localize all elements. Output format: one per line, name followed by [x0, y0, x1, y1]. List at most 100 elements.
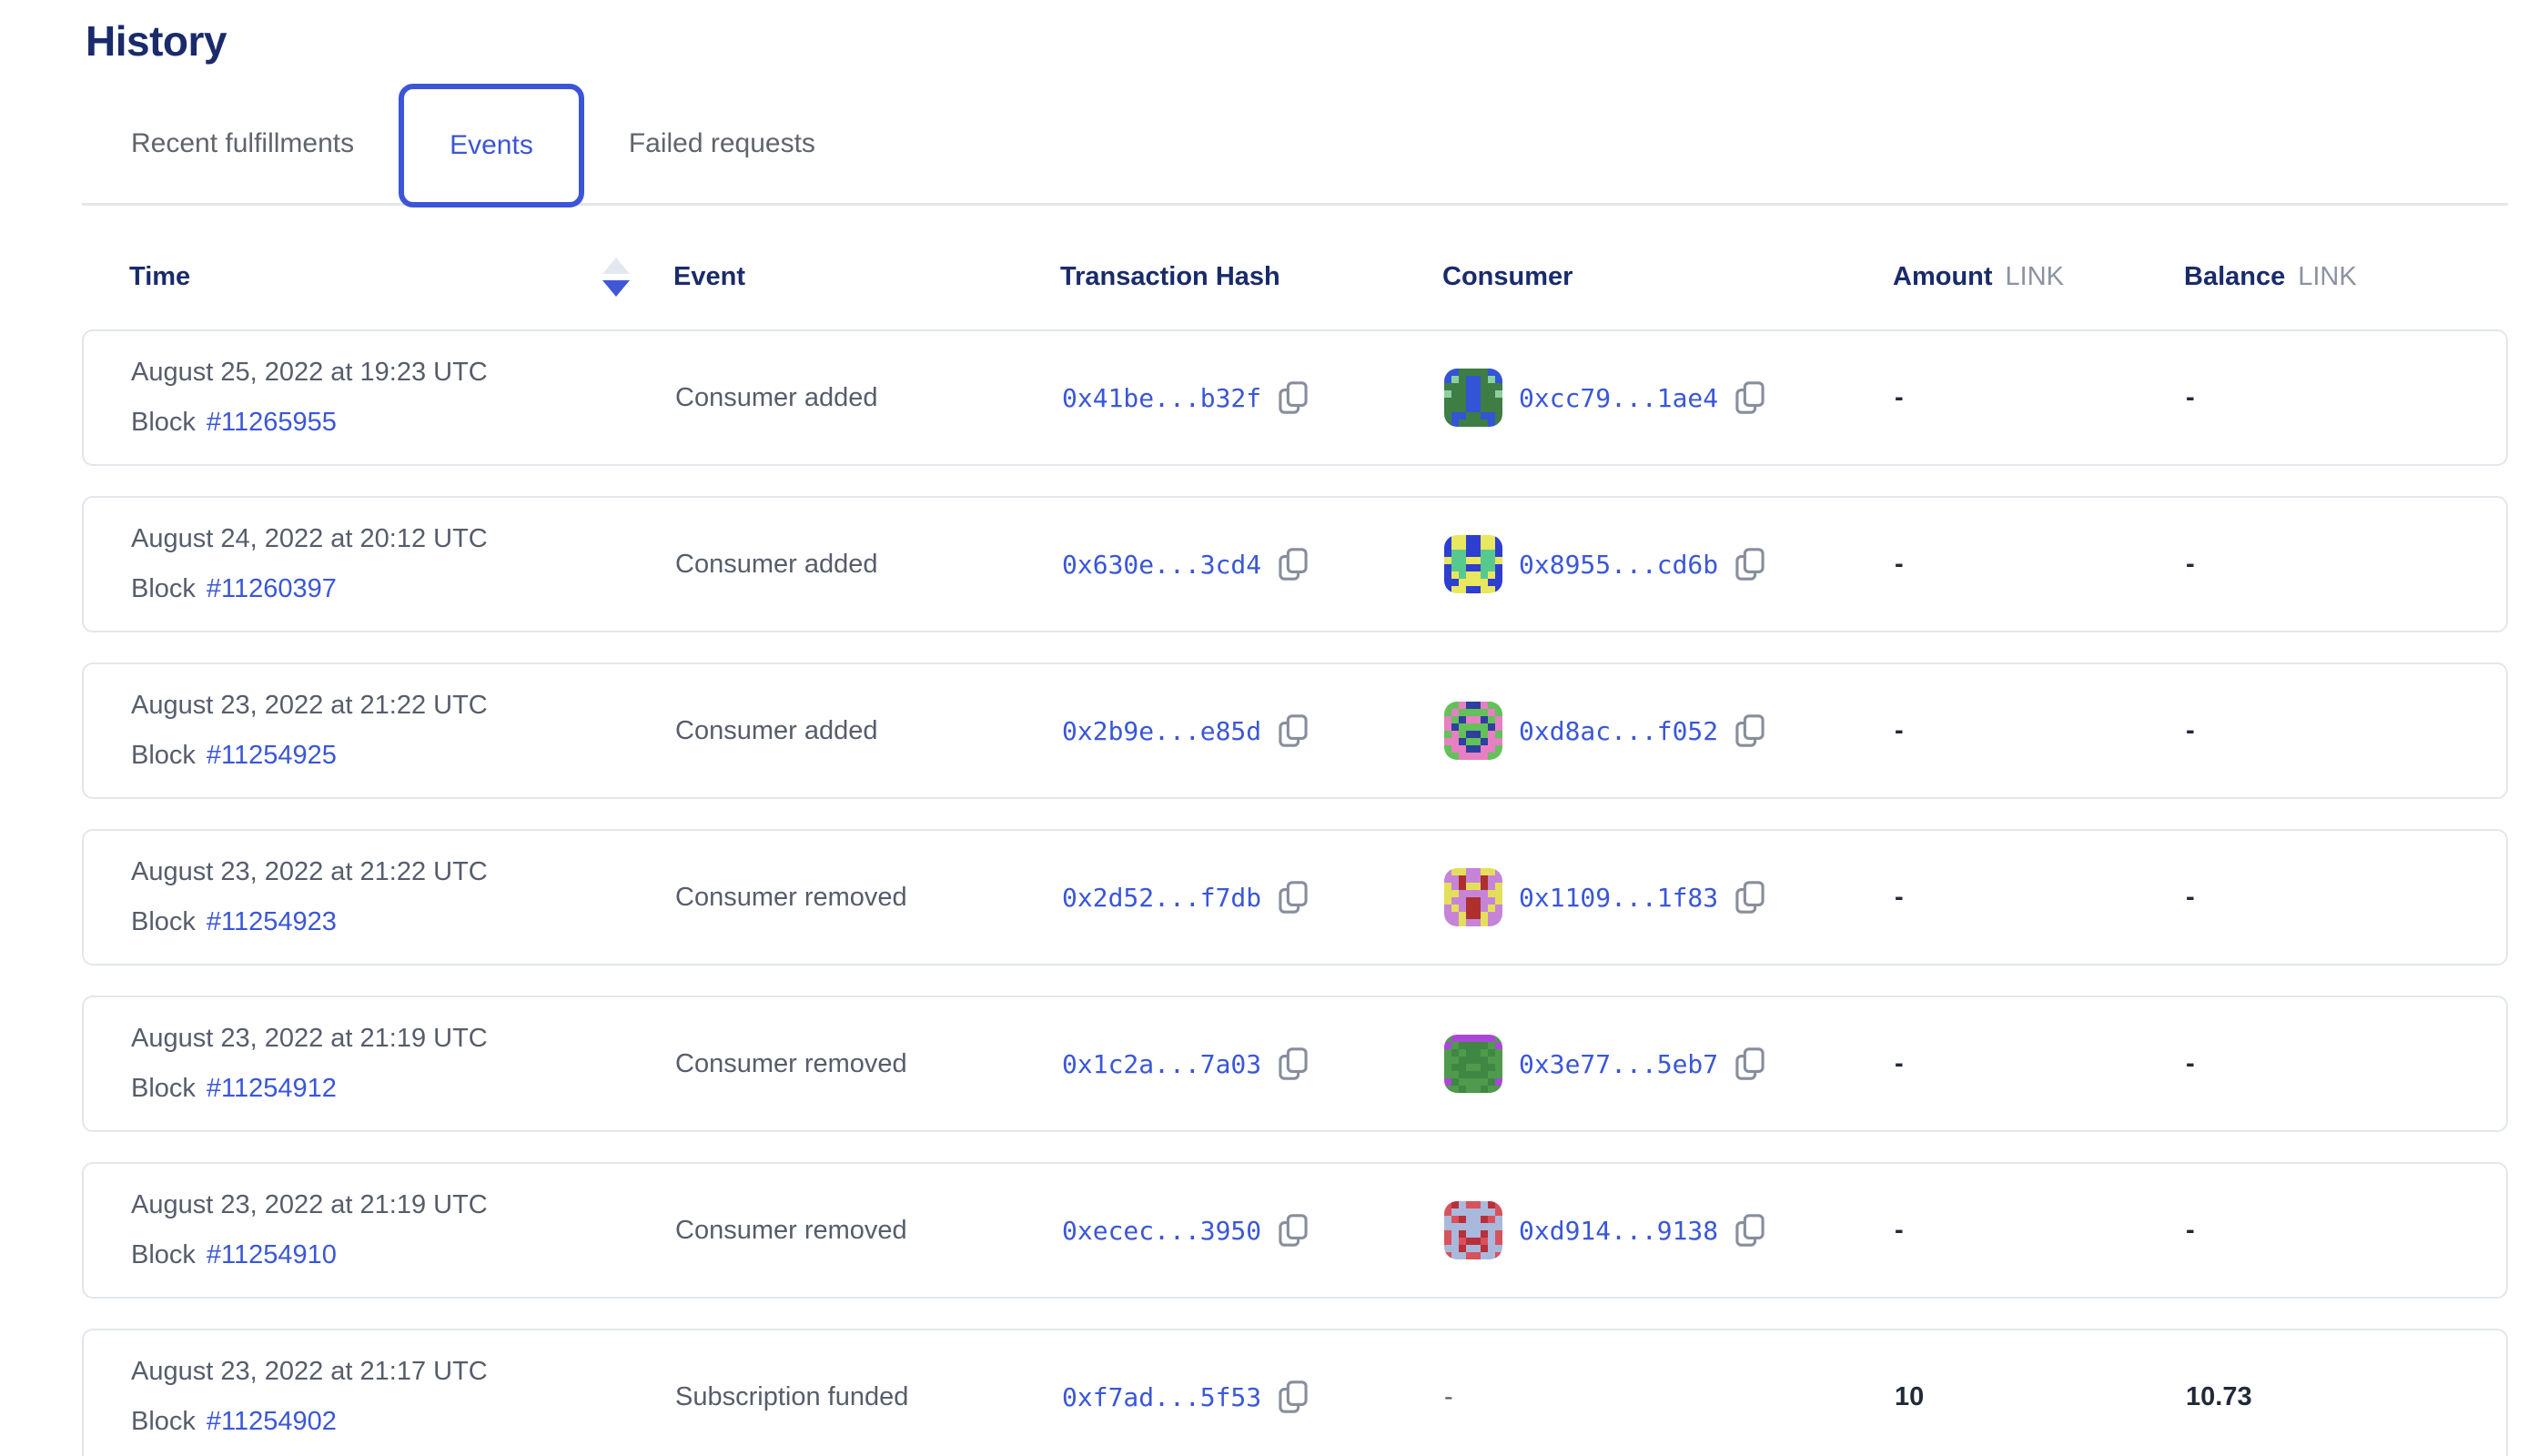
consumer-address-link[interactable]: 0x8955...cd6b [1519, 549, 1719, 580]
block-label: Block [131, 574, 196, 603]
transaction-hash-link[interactable]: 0xf7ad...5f53 [1062, 1381, 1262, 1412]
block-label: Block [131, 1074, 196, 1103]
page-title: History [86, 17, 227, 65]
copy-icon[interactable] [1278, 1380, 1309, 1414]
copy-icon[interactable] [1278, 1213, 1309, 1248]
transaction-hash-link[interactable]: 0x1c2a...7a03 [1062, 1048, 1262, 1079]
transaction-hash-link[interactable]: 0x2d52...f7db [1062, 882, 1262, 913]
balance-cell: - [2186, 1215, 2195, 1245]
row-block-line: Block #11254902 [131, 1407, 675, 1437]
time-cell: August 23, 2022 at 21:19 UTC Block #1125… [131, 1024, 675, 1104]
row-block-line: Block #11254912 [131, 1074, 675, 1104]
sort-asc-icon [602, 257, 630, 274]
copy-icon[interactable] [1278, 1046, 1309, 1081]
column-header-balance-label: Balance [2184, 261, 2286, 291]
balance-cell: - [2186, 882, 2195, 912]
column-header-time[interactable]: Time [129, 257, 673, 297]
copy-icon[interactable] [1278, 547, 1309, 581]
time-cell: August 24, 2022 at 20:12 UTC Block #1126… [131, 524, 675, 604]
block-label: Block [131, 741, 196, 770]
tab-events[interactable]: Events [399, 84, 584, 207]
time-cell: August 25, 2022 at 19:23 UTC Block #1126… [131, 358, 675, 438]
block-number-link[interactable]: #11265955 [206, 408, 337, 437]
block-number-link[interactable]: #11260397 [206, 574, 337, 603]
transaction-hash-link[interactable]: 0xecec...3950 [1062, 1215, 1262, 1246]
column-header-event-label: Event [673, 261, 745, 291]
column-header-hash-label: Transaction Hash [1060, 261, 1280, 291]
transaction-hash-cell: 0x2d52...f7db [1062, 880, 1444, 915]
consumer-cell: 0xcc79...1ae4 [1444, 369, 1895, 427]
transaction-hash-link[interactable]: 0x630e...3cd4 [1062, 549, 1262, 580]
copy-icon[interactable] [1734, 547, 1765, 581]
time-cell: August 23, 2022 at 21:22 UTC Block #1125… [131, 691, 675, 771]
consumer-address-link[interactable]: 0xcc79...1ae4 [1519, 382, 1719, 413]
consumer-empty-value: - [1444, 1381, 1453, 1411]
copy-icon[interactable] [1734, 380, 1765, 415]
copy-icon[interactable] [1734, 1046, 1765, 1081]
tab-label: Failed requests [628, 127, 815, 158]
consumer-cell: 0x3e77...5eb7 [1444, 1035, 1895, 1093]
copy-icon[interactable] [1734, 880, 1765, 915]
table-row: August 23, 2022 at 21:19 UTC Block #1125… [82, 996, 2508, 1132]
copy-icon[interactable] [1278, 713, 1309, 748]
balance-cell: - [2186, 715, 2195, 745]
sort-desc-icon [602, 279, 630, 297]
event-cell: Consumer added [675, 382, 878, 412]
copy-icon[interactable] [1278, 380, 1309, 415]
tab-recent-fulfillments[interactable]: Recent fulfillments [127, 84, 358, 203]
event-cell: Consumer added [675, 715, 878, 745]
row-block-line: Block #11265955 [131, 408, 675, 438]
table-row: August 25, 2022 at 19:23 UTC Block #1126… [82, 329, 2508, 466]
table-row: August 24, 2022 at 20:12 UTC Block #1126… [82, 496, 2508, 632]
event-cell: Consumer removed [675, 1215, 907, 1245]
consumer-address-link[interactable]: 0xd914...9138 [1519, 1215, 1719, 1246]
consumer-address-link[interactable]: 0xd8ac...f052 [1519, 715, 1719, 746]
block-label: Block [131, 1240, 196, 1269]
block-number-link[interactable]: #11254902 [206, 1407, 337, 1436]
transaction-hash-cell: 0xf7ad...5f53 [1062, 1380, 1444, 1414]
row-block-line: Block #11260397 [131, 574, 675, 604]
consumer-cell: 0x1109...1f83 [1444, 868, 1895, 926]
amount-cell: - [1895, 549, 1904, 579]
tab-bar: Recent fulfillments Events Failed reques… [82, 84, 2508, 207]
block-number-link[interactable]: #11254910 [206, 1240, 337, 1269]
transaction-hash-link[interactable]: 0x2b9e...e85d [1062, 715, 1262, 746]
table-row: August 23, 2022 at 21:19 UTC Block #1125… [82, 1162, 2508, 1299]
transaction-hash-link[interactable]: 0x41be...b32f [1062, 382, 1262, 413]
column-header-event: Event [673, 262, 1060, 292]
consumer-cell: 0xd8ac...f052 [1444, 702, 1895, 760]
amount-cell: - [1895, 882, 1904, 912]
column-header-transaction-hash: Transaction Hash [1060, 262, 1442, 292]
consumer-avatar [1444, 1201, 1502, 1259]
consumer-cell: 0xd914...9138 [1444, 1201, 1895, 1259]
transaction-hash-cell: 0x41be...b32f [1062, 380, 1444, 415]
time-cell: August 23, 2022 at 21:22 UTC Block #1125… [131, 857, 675, 937]
column-header-balance: Balance LINK [2184, 262, 2462, 292]
balance-unit-label: LINK [2298, 261, 2357, 291]
events-table-body: August 25, 2022 at 19:23 UTC Block #1126… [82, 329, 2508, 1456]
transaction-hash-cell: 0xecec...3950 [1062, 1213, 1444, 1248]
consumer-address-link[interactable]: 0x3e77...5eb7 [1519, 1048, 1719, 1079]
tab-failed-requests[interactable]: Failed requests [625, 84, 819, 203]
copy-icon[interactable] [1734, 713, 1765, 748]
block-label: Block [131, 1407, 196, 1436]
balance-cell: - [2186, 549, 2195, 579]
transaction-hash-cell: 0x2b9e...e85d [1062, 713, 1444, 748]
event-cell: Subscription funded [675, 1381, 909, 1411]
copy-icon[interactable] [1278, 880, 1309, 915]
block-number-link[interactable]: #11254923 [206, 907, 337, 936]
amount-cell: - [1895, 1048, 1904, 1078]
column-header-amount: Amount LINK [1893, 262, 2184, 292]
sort-control[interactable] [602, 257, 630, 297]
block-number-link[interactable]: #11254925 [206, 741, 337, 770]
row-block-line: Block #11254910 [131, 1240, 675, 1270]
block-number-link[interactable]: #11254912 [206, 1074, 337, 1103]
row-timestamp: August 25, 2022 at 19:23 UTC [131, 358, 488, 387]
amount-cell: 10 [1895, 1381, 1925, 1411]
time-cell: August 23, 2022 at 21:17 UTC Block #1125… [131, 1357, 675, 1437]
row-block-line: Block #11254925 [131, 741, 675, 771]
copy-icon[interactable] [1734, 1213, 1765, 1248]
amount-unit-label: LINK [2005, 261, 2065, 291]
consumer-cell: 0x8955...cd6b [1444, 535, 1895, 593]
consumer-address-link[interactable]: 0x1109...1f83 [1519, 882, 1719, 913]
